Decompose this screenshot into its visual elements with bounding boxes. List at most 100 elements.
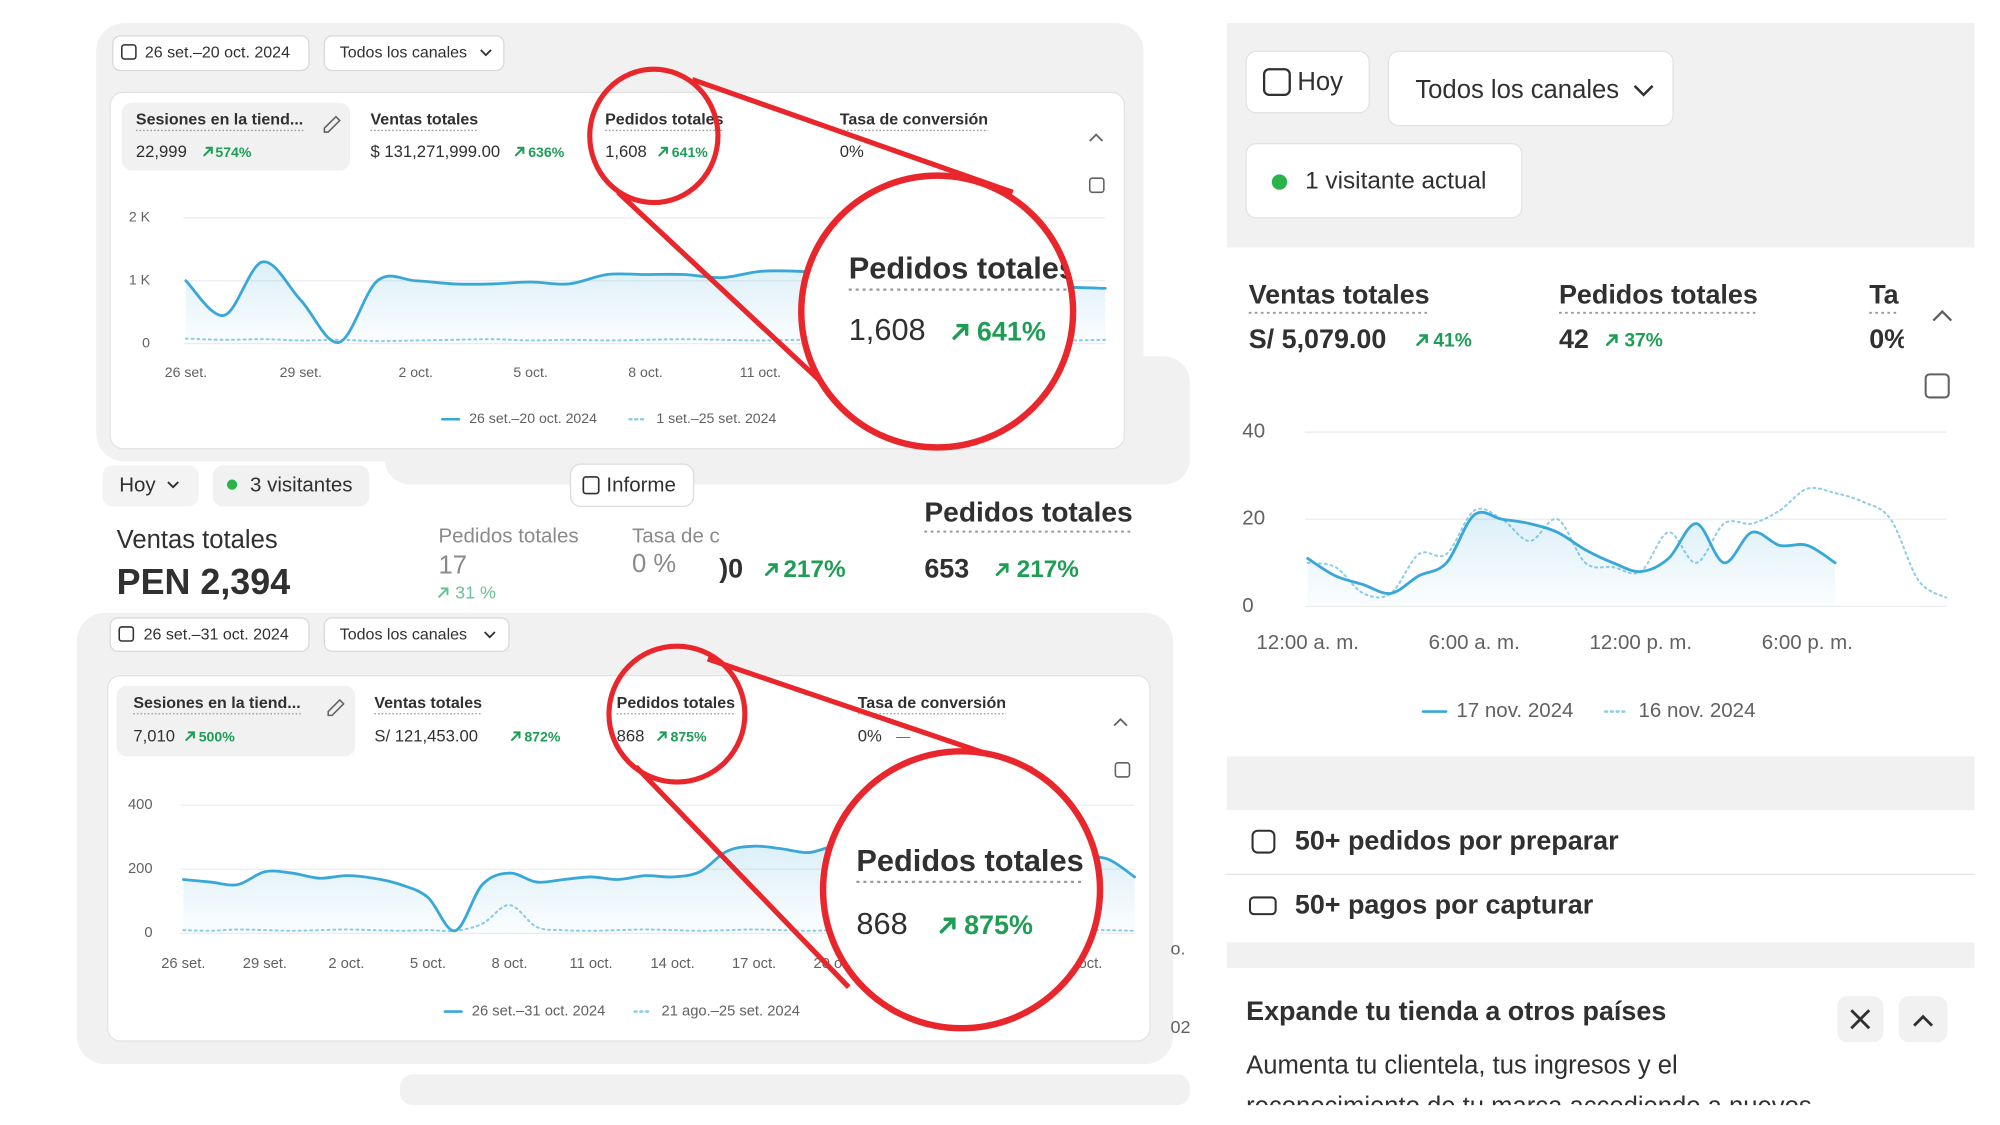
live-dot — [1271, 174, 1288, 190]
metric-label: Pedidos totales — [924, 496, 1132, 528]
card-text: reconocimiento de tu marca accediendo a … — [1246, 1092, 1812, 1120]
visitors: 1 visitante actual — [1305, 167, 1486, 194]
metric-highlight[interactable] — [116, 685, 356, 757]
metric-change: 31 % — [455, 582, 496, 602]
metric-value: 653 — [924, 554, 969, 584]
x-tick-label: 11 oct. — [740, 364, 781, 380]
edit-icon[interactable] — [327, 698, 345, 717]
legend-label: 16 nov. 2024 — [1638, 699, 1755, 722]
fragment: o. — [1171, 939, 1186, 959]
zoom-value: 1,608 — [849, 312, 926, 347]
metric-label: Ventas totales — [374, 694, 482, 712]
fragment: 02 — [1171, 1017, 1191, 1037]
date: Hoy — [1297, 68, 1343, 96]
metric-label: Ventas totales — [371, 111, 479, 129]
metric-value: 22,999 — [136, 142, 187, 161]
zoom-lens: Pedidos totales 1,608 641% Pedidos total… — [798, 172, 1104, 1032]
report-icon — [582, 476, 600, 495]
mobile-panel: Hoy Todos los canales 1 visitante actual… — [1226, 23, 1975, 1120]
visitors-pill[interactable] — [212, 465, 370, 507]
metric-value: 7,010 — [133, 727, 175, 746]
x-tick-label: 12:00 p. m. — [1590, 631, 1693, 654]
metric-value: 0% — [1869, 324, 1908, 354]
callout-line — [616, 190, 829, 390]
metrics: Ventas totales S/ 5,079.00 41% Pedidos tota… — [1249, 279, 1908, 354]
channels-button[interactable] — [323, 35, 505, 72]
x-tick-label: 14 oct. — [650, 956, 694, 972]
metric-label: Sesiones en la tiend... — [136, 111, 303, 129]
metric-change: 872% — [524, 729, 561, 745]
task[interactable]: 50+ pagos por capturar — [1295, 890, 1594, 920]
x-tick-label: 2 oct. — [328, 956, 364, 972]
date-button[interactable] — [109, 617, 310, 652]
x-tick-label: 11 oct. — [569, 956, 612, 972]
y-tick-label: 1 K — [129, 271, 151, 287]
metric-label: Pedidos totales — [1559, 279, 1758, 309]
zoom-change: 641% — [977, 316, 1046, 346]
date-button[interactable] — [102, 465, 199, 507]
y-tick-label: 20 — [1242, 507, 1265, 530]
calendar-icon — [118, 626, 135, 642]
metric-label: Tasa de c — [632, 525, 720, 548]
collapse-icon — [1913, 1014, 1934, 1027]
metric-label: Ventas totales — [1249, 279, 1430, 309]
lens — [798, 172, 1077, 451]
metric-value: S/ 121,453.00 — [374, 727, 478, 746]
collapse-icon[interactable] — [1089, 133, 1104, 142]
metric-value: 0% — [840, 142, 864, 161]
task[interactable]: 50+ pedidos por preparar — [1295, 825, 1619, 855]
close-icon — [1850, 1009, 1871, 1030]
callout-line — [634, 764, 851, 989]
zoom-label: Pedidos totales — [849, 251, 1076, 286]
metric-value: 1,608 — [605, 142, 647, 161]
channels: Todos los canales — [1415, 76, 1619, 104]
x-tick-label: 29 set. — [243, 956, 287, 972]
metric-label: Pedidos totales — [605, 111, 723, 129]
x-tick-label: 17 oct. — [732, 956, 776, 972]
metric-change: 217% — [1017, 556, 1079, 583]
y-tick-label: 400 — [128, 797, 153, 813]
metric-value: 0% — [858, 727, 882, 746]
y-tick-label: 0 — [1242, 594, 1253, 617]
x-tick-label: 12:00 a. m. — [1256, 631, 1359, 654]
metric-change: 574% — [215, 144, 252, 160]
channels-button[interactable] — [323, 617, 510, 652]
chart-icon[interactable] — [1924, 373, 1950, 399]
metric-label: Pedidos totales — [617, 694, 735, 712]
metric-change: 641% — [672, 144, 709, 160]
calendar-icon — [1262, 68, 1291, 97]
sales-label: Ventas totales — [117, 526, 278, 554]
trend-arrow — [1605, 334, 1618, 346]
lens — [819, 748, 1104, 1032]
x-tick-label: 26 set. — [161, 956, 205, 972]
edit-icon[interactable] — [323, 115, 341, 133]
metric-value: 0 % — [632, 550, 676, 578]
visitors-pill[interactable] — [1245, 142, 1523, 219]
date-button[interactable] — [112, 35, 310, 72]
chevron — [1633, 84, 1654, 97]
chart-icon[interactable] — [1114, 762, 1131, 778]
collapse-button[interactable] — [1898, 996, 1948, 1043]
chevron — [480, 49, 492, 57]
metric-highlight[interactable] — [121, 102, 351, 171]
y-tick-label: 200 — [128, 861, 153, 877]
y-tick-label: 40 — [1242, 419, 1265, 442]
collapse-icon[interactable] — [1113, 717, 1128, 727]
report-button[interactable] — [569, 463, 695, 508]
area — [1307, 512, 1836, 607]
payments-icon — [1248, 896, 1277, 916]
calendar-icon — [121, 44, 137, 60]
trend-arrow — [438, 587, 449, 598]
x-tick-label: 5 oct. — [513, 364, 547, 380]
metric-change: 500% — [199, 729, 236, 745]
metric-label: Tasa de conversión — [840, 111, 988, 129]
channels-button[interactable] — [1387, 50, 1674, 127]
collapse-icon[interactable] — [1932, 309, 1953, 322]
chart-icon[interactable] — [1088, 177, 1105, 194]
metric-value: $ 131,271,999.00 — [371, 142, 501, 161]
card-text: Aumenta tu clientela, tus ingresos y el — [1246, 1051, 1678, 1079]
channels: Todos los canales — [340, 43, 467, 61]
date-button[interactable] — [1245, 50, 1370, 114]
